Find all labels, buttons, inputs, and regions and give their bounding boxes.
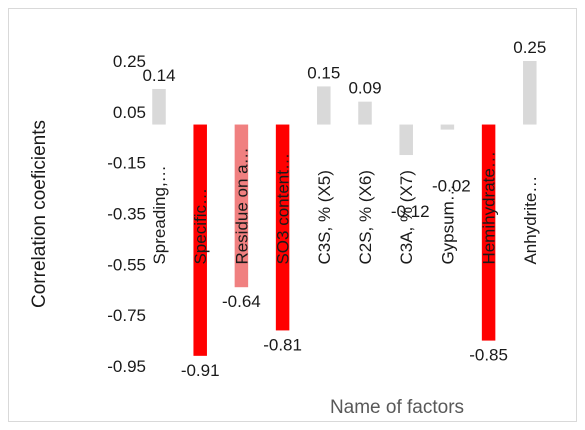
category-label: Specific…	[191, 188, 210, 265]
bar	[317, 86, 331, 125]
bar	[481, 124, 496, 341]
bar	[193, 124, 207, 356]
bar	[523, 61, 537, 125]
data-label: -0.81	[263, 335, 302, 354]
data-label: 0.25	[513, 38, 546, 57]
category-label: Hemihydrate…	[480, 151, 499, 264]
category-label: SO3 content…	[274, 153, 293, 265]
data-label: -0.91	[181, 361, 220, 380]
data-label: -0.85	[469, 346, 508, 365]
category-label: C2S, % (X6)	[356, 170, 375, 264]
category-label: Anhydrite…	[521, 176, 540, 265]
category-label: Gypsum…	[438, 184, 457, 264]
data-label: -0.02	[432, 177, 471, 196]
bar	[234, 124, 249, 288]
data-labels: 0.14 -0.91 -0.64 -0.81 0.15 0.09 -0.12-0.02 -0.…	[142, 38, 546, 380]
category-label: Residue on a…	[232, 147, 251, 264]
data-label: 0.09	[348, 79, 381, 98]
y-tick-label: -0.35	[107, 205, 146, 224]
data-label: -0.64	[222, 292, 261, 311]
bar	[152, 88, 166, 125]
bars	[152, 61, 537, 356]
data-label: -0.12	[391, 202, 430, 221]
y-tick-label: 0.05	[113, 103, 146, 122]
chart-container: 0.25 0.05 -0.15 -0.35 -0.55 -0.75 -0.95 Spread…	[8, 8, 577, 422]
data-label: 0.15	[307, 63, 340, 82]
data-label: 0.14	[142, 66, 175, 85]
bar	[275, 124, 290, 331]
y-tick-label: -0.95	[107, 357, 146, 376]
bar-chart: 0.25 0.05 -0.15 -0.35 -0.55 -0.75 -0.95 Spread…	[29, 38, 546, 418]
category-labels: Spreading,… Specific… Residue on a… SO3 con…	[150, 147, 540, 264]
y-tick-label: -0.75	[107, 306, 146, 325]
category-label: C3A, % (X7)	[397, 170, 416, 264]
x-axis-title: Name of factors	[330, 397, 464, 418]
y-tick-label: 0.25	[113, 52, 146, 71]
bar	[358, 101, 372, 125]
y-tick-label: -0.15	[107, 154, 146, 173]
y-tick-label: -0.55	[107, 255, 146, 274]
bar	[440, 124, 455, 130]
category-label: Spreading,…	[150, 165, 169, 264]
category-label: C3S, % (X5)	[315, 170, 334, 264]
y-axis-ticks: 0.25 0.05 -0.15 -0.35 -0.55 -0.75 -0.95	[107, 52, 146, 376]
bar	[399, 124, 413, 156]
y-axis-title: Correlation coeficients	[29, 120, 50, 308]
